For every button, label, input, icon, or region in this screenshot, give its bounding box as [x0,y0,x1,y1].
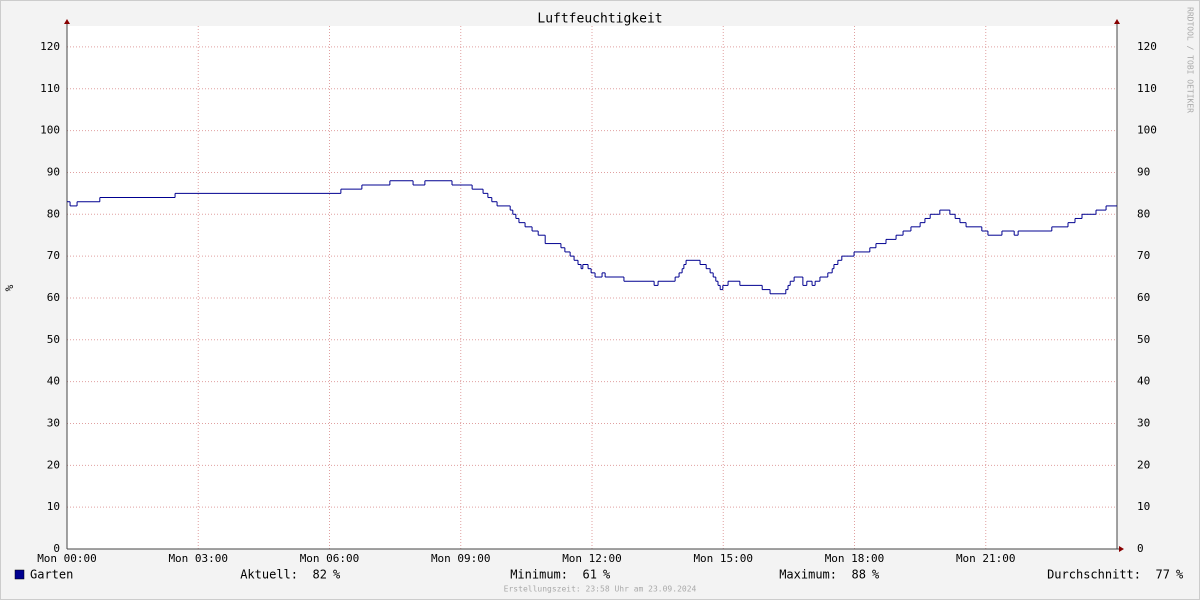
y2-tick-label: 70 [1137,249,1150,262]
y2-tick-label: 120 [1137,40,1157,53]
y-tick-label: 100 [40,124,60,137]
stat-label: Minimum: [510,568,568,582]
x-tick-label: Mon 12:00 [562,552,622,565]
y2-tick-label: 90 [1137,165,1150,178]
axis-arrow [64,19,70,24]
watermark: RRDTOOL / TOBI OETIKER [1186,7,1195,113]
stat-label: Durchschnitt: [1047,568,1141,582]
stat-label: Aktuell: [240,568,298,582]
stat-unit: % [333,568,341,582]
chart-title: Luftfeuchtigkeit [537,12,662,27]
x-tick-label: Mon 00:00 [37,552,97,565]
y2-tick-label: 50 [1137,333,1150,346]
y-tick-label: 30 [47,416,60,429]
stat-value: 88 [852,568,866,582]
stat-value: 61 [583,568,597,582]
legend-swatch [14,569,25,580]
y2-tick-label: 100 [1137,124,1157,137]
x-tick-label: Mon 03:00 [168,552,228,565]
y-axis-label: % [3,284,16,291]
y2-tick-label: 60 [1137,291,1150,304]
stat-value: 77 [1156,568,1170,582]
axis-arrow [1114,19,1120,24]
y-tick-label: 20 [47,458,60,471]
y2-tick-label: 20 [1137,458,1150,471]
y2-tick-label: 80 [1137,207,1150,220]
y2-tick-label: 10 [1137,500,1150,513]
y-tick-label: 0 [53,542,60,555]
y-tick-label: 70 [47,249,60,262]
stat-unit: % [603,568,611,582]
x-tick-label: Mon 21:00 [956,552,1016,565]
y-tick-label: 50 [47,333,60,346]
y-tick-label: 80 [47,207,60,220]
x-tick-label: Mon 15:00 [693,552,753,565]
y-tick-label: 10 [47,500,60,513]
stat-value: 82 [313,568,327,582]
y2-tick-label: 0 [1137,542,1144,555]
y-tick-label: 110 [40,82,60,95]
y2-tick-label: 30 [1137,416,1150,429]
y2-tick-label: 40 [1137,375,1150,388]
stat-unit: % [1176,568,1184,582]
y2-tick-label: 110 [1137,82,1157,95]
y-tick-label: 90 [47,165,60,178]
x-tick-label: Mon 06:00 [300,552,360,565]
footer: Erstellungszeit: 23:58 Uhr am 23.09.2024 [504,585,697,594]
x-tick-label: Mon 18:00 [825,552,885,565]
x-tick-label: Mon 09:00 [431,552,491,565]
axis-arrow [1119,546,1124,552]
legend-label: Garten [30,568,73,582]
y-tick-label: 60 [47,291,60,304]
y-tick-label: 120 [40,40,60,53]
stat-unit: % [872,568,880,582]
y-tick-label: 40 [47,375,60,388]
stat-label: Maximum: [779,568,837,582]
